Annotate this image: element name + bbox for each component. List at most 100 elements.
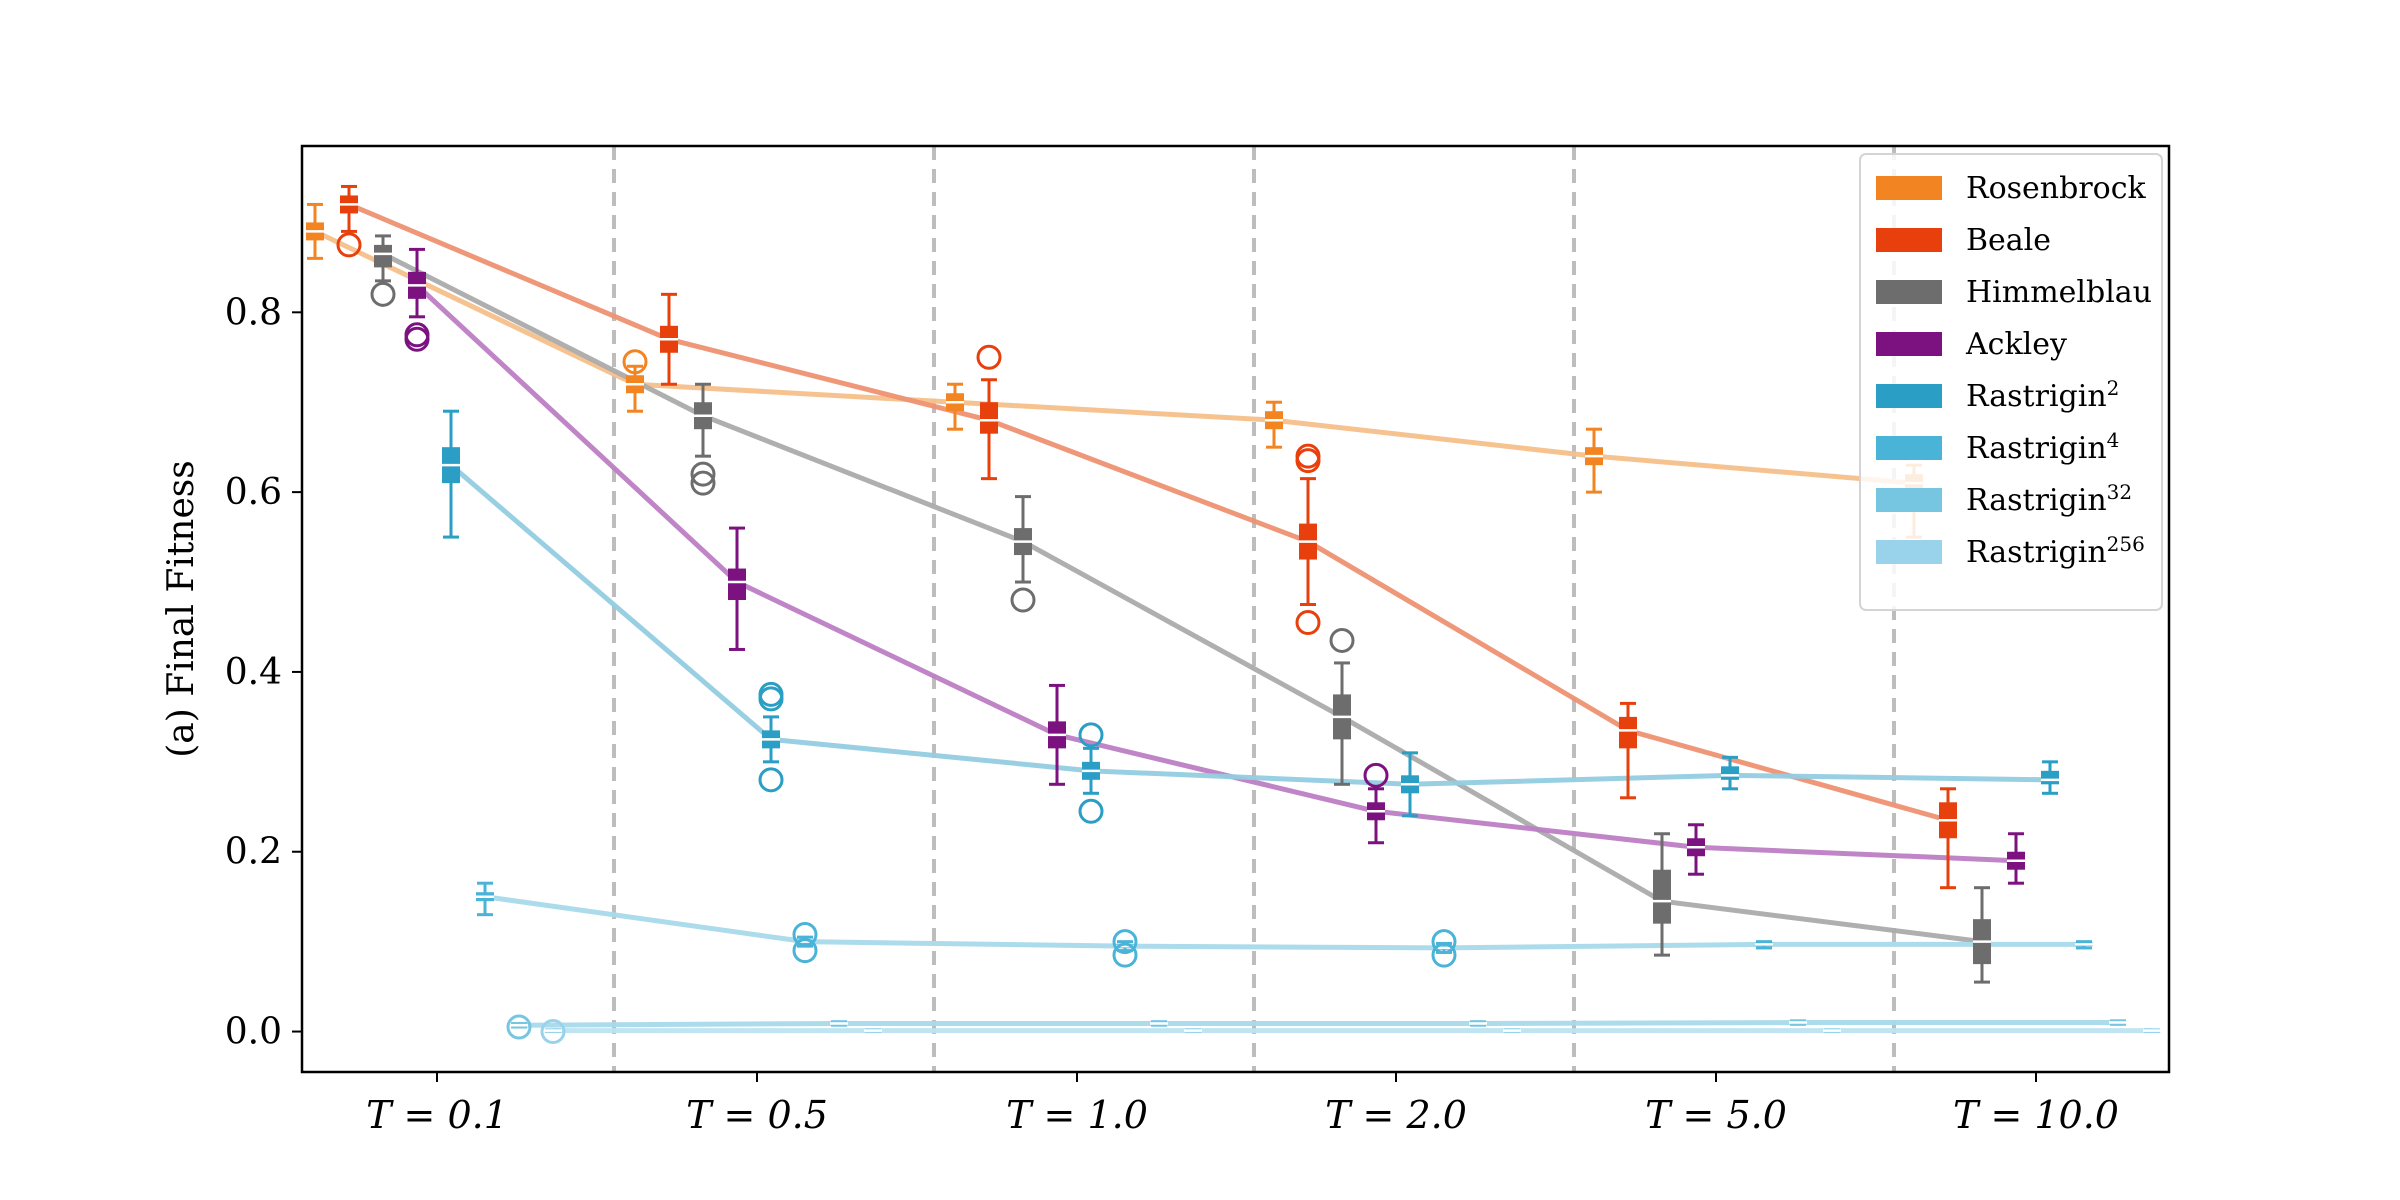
box-glyph	[2041, 760, 2059, 795]
box-glyph	[336, 184, 362, 258]
box-glyph	[1010, 495, 1036, 613]
box-glyph	[1619, 701, 1637, 800]
outlier	[1295, 443, 1321, 469]
box-glyph	[2007, 832, 2025, 885]
box-glyph	[622, 349, 648, 413]
box-glyph	[506, 1014, 532, 1040]
outlier	[792, 921, 818, 947]
outlier	[1078, 722, 1104, 748]
legend-swatch	[1876, 228, 1942, 252]
x-axis-ticks: T = 0.1 T = 0.5 T = 1.0 T = 2.0 T = 5.0 T = 1…	[366, 1072, 2119, 1137]
box-glyph	[830, 1020, 848, 1027]
y-axis-ticks: 0.0 0.2 0.4 0.6 0.8	[225, 292, 302, 1053]
box-glyph	[1973, 886, 1991, 984]
outlier	[758, 767, 784, 793]
box-glyph	[2109, 1019, 2127, 1026]
box-glyph	[370, 234, 396, 307]
legend-label: Ackley	[1965, 327, 2067, 362]
box-glyph	[1823, 1028, 1841, 1034]
box-glyph	[1687, 823, 1705, 876]
outlier	[1431, 942, 1457, 968]
y-tick-label: 0.6	[225, 472, 282, 513]
series-line	[449, 463, 2051, 787]
x-tick-label: T = 2.0	[1325, 1093, 1467, 1137]
box-glyph	[540, 1019, 566, 1045]
series-line	[348, 202, 1949, 823]
outlier	[758, 681, 784, 707]
box-glyph	[1431, 929, 1457, 968]
category-separators	[612, 146, 1896, 1072]
outlier	[690, 461, 716, 487]
box-glyph	[1653, 832, 1671, 957]
box-glyph	[1363, 762, 1389, 845]
outlier	[1363, 762, 1389, 788]
box-glyph	[404, 247, 430, 352]
series-line	[484, 894, 2084, 951]
box-glyph	[1503, 1028, 1521, 1034]
box-glyph	[1078, 722, 1104, 824]
y-tick-label: 0.4	[225, 652, 282, 693]
legend-swatch	[1876, 488, 1942, 512]
legend-swatch	[1876, 384, 1942, 408]
legend-label: Rosenbrock	[1966, 171, 2147, 206]
x-tick-label: T = 5.0	[1645, 1093, 1787, 1137]
box-glyph	[1112, 929, 1138, 968]
box-body	[1619, 716, 1637, 749]
box-glyph	[792, 921, 818, 964]
x-tick-label: T = 0.1	[366, 1093, 508, 1137]
box-body	[1721, 766, 1739, 780]
outlier	[1329, 627, 1355, 653]
box-glyph	[1401, 751, 1419, 818]
outlier	[1112, 942, 1138, 968]
outlier	[404, 322, 430, 348]
legend-label: Rastrigin4	[1966, 428, 2119, 466]
outlier	[976, 344, 1002, 370]
outlier	[370, 281, 396, 307]
box-glyph	[1721, 755, 1739, 791]
outlier	[690, 470, 716, 496]
box-glyph	[1150, 1020, 1168, 1027]
y-axis-title: (a) Final Fitness	[161, 460, 202, 758]
box-glyph	[1585, 427, 1603, 494]
legend-swatch	[1876, 280, 1942, 304]
box-glyph	[1265, 400, 1283, 449]
outlier	[1431, 929, 1457, 955]
series-line	[415, 283, 2017, 864]
box-glyph	[2075, 940, 2093, 950]
box-glyph	[1469, 1020, 1487, 1027]
y-tick-label: 0.0	[225, 1012, 282, 1053]
box-glyph	[976, 344, 1002, 481]
box-glyph	[442, 409, 460, 539]
outlier	[1078, 798, 1104, 824]
box-body	[728, 568, 746, 601]
series-line	[381, 251, 1983, 945]
x-tick-label: T = 0.5	[686, 1093, 828, 1137]
outlier	[792, 938, 818, 964]
outlier	[1112, 929, 1138, 955]
box-glyph	[1184, 1028, 1202, 1034]
x-tick-label: T = 1.0	[1006, 1093, 1148, 1137]
legend-label: Himmelblau	[1966, 275, 2152, 310]
box-glyph	[476, 881, 494, 917]
box-glyph	[2143, 1028, 2161, 1034]
box-glyph	[758, 681, 784, 793]
outlier	[1295, 609, 1321, 635]
box-glyph	[864, 1028, 882, 1034]
outlier	[1010, 587, 1036, 613]
box-glyph	[728, 526, 746, 651]
outlier	[506, 1014, 532, 1040]
legend-swatch	[1876, 436, 1942, 460]
legend-swatch	[1876, 540, 1942, 564]
box-glyph	[1939, 787, 1957, 890]
legend-label: Rastrigin32	[1966, 480, 2132, 518]
legend-swatch	[1876, 176, 1942, 200]
legend-label: Beale	[1966, 223, 2051, 258]
box-glyph	[1295, 443, 1321, 635]
y-tick-label: 0.2	[225, 832, 282, 873]
plot-frame	[300, 144, 2171, 1074]
outlier	[336, 232, 362, 258]
outlier	[540, 1019, 566, 1045]
box-glyph	[1329, 627, 1355, 786]
box-body	[980, 402, 998, 434]
